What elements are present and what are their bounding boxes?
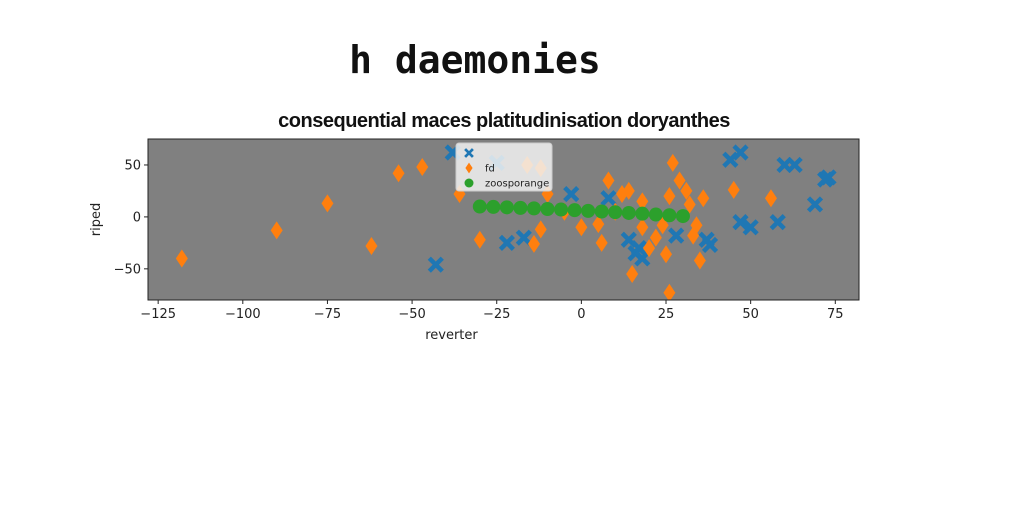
legend-label-2: zoosporange: [485, 179, 549, 190]
markers-layer: [175, 144, 837, 300]
point-series-0-12: [701, 236, 719, 254]
point-series-1-36: [727, 180, 740, 199]
point-series-1-2: [321, 194, 334, 213]
point-series-2-15: [675, 209, 690, 224]
point-series-0-19: [786, 156, 803, 174]
point-series-0-17: [769, 214, 786, 231]
point-series-2-10: [608, 205, 623, 220]
point-series-1-22: [636, 218, 649, 237]
point-series-2-6: [554, 202, 569, 217]
point-series-1-5: [416, 158, 429, 177]
point-series-1-30: [680, 181, 693, 200]
point-series-1-19: [622, 181, 635, 200]
point-series-2-9: [594, 204, 609, 219]
x-tick-label-5: 0: [577, 307, 585, 322]
point-series-2-1: [486, 199, 501, 214]
legend-marker-1: [465, 162, 473, 174]
point-series-0-4: [563, 185, 580, 203]
point-series-1-20: [595, 233, 608, 252]
point-series-2-8: [581, 203, 596, 218]
point-series-2-5: [540, 202, 555, 217]
point-series-1-33: [690, 216, 703, 235]
point-series-1-34: [693, 251, 706, 270]
x-tick-label-0: −125: [140, 307, 176, 322]
point-series-1-26: [660, 245, 673, 264]
legend-marker-0: [464, 148, 474, 158]
point-series-1-1: [270, 221, 283, 240]
point-series-0-2: [498, 234, 515, 251]
y-axis-label: riped: [89, 203, 104, 236]
point-series-2-14: [662, 208, 677, 223]
point-series-1-31: [683, 195, 696, 214]
x-tick-label-1: −100: [225, 307, 261, 322]
point-series-1-39: [636, 192, 649, 211]
point-series-0-10: [668, 227, 685, 244]
point-series-0-16: [742, 219, 759, 236]
point-series-2-11: [621, 205, 636, 220]
point-series-1-28: [666, 153, 679, 172]
point-series-1-11: [534, 220, 547, 239]
point-series-0-3: [515, 229, 532, 246]
point-series-1-21: [626, 265, 639, 284]
point-series-2-13: [648, 207, 663, 222]
x-tick-label-3: −50: [398, 307, 425, 322]
plot-frame: [147, 138, 860, 301]
point-series-1-3: [365, 236, 378, 255]
legend-label-1: fd: [485, 164, 495, 175]
point-series-1-27: [663, 187, 676, 206]
point-series-1-38: [663, 283, 676, 300]
point-series-1-15: [592, 215, 605, 234]
point-series-0-5: [600, 190, 617, 207]
x-tick-label-2: −75: [314, 307, 341, 322]
point-series-0-8: [630, 239, 648, 257]
point-series-0-15: [732, 214, 749, 231]
x-tick-label-8: 75: [827, 307, 844, 322]
point-series-1-0: [175, 249, 188, 268]
x-tick-label-4: −25: [483, 307, 510, 322]
point-series-2-7: [567, 203, 582, 218]
chart-title: consequential maces platitudinisation do…: [278, 110, 730, 132]
point-series-2-2: [499, 200, 514, 215]
point-series-0-23: [427, 256, 444, 273]
point-series-1-4: [392, 164, 405, 183]
y-tick-label-0: −50: [114, 262, 141, 277]
point-series-0-14: [732, 144, 749, 161]
point-series-1-29: [673, 171, 686, 190]
y-tick-label-2: 50: [124, 158, 141, 173]
point-series-2-12: [635, 206, 650, 221]
point-series-1-16: [602, 171, 615, 190]
point-series-0-22: [820, 169, 837, 186]
point-series-2-0: [472, 199, 487, 214]
point-series-1-23: [643, 239, 656, 258]
legend: fd zoosporange: [455, 142, 553, 192]
point-series-1-14: [575, 218, 588, 237]
point-series-1-7: [473, 230, 486, 249]
x-axis-label: reverter: [425, 328, 478, 343]
x-tick-label-7: 50: [742, 307, 759, 322]
point-series-0-20: [806, 196, 824, 213]
figure-suptitle: h daemonies: [349, 38, 601, 82]
y-tick-label-1: 0: [133, 210, 141, 225]
point-series-1-10: [527, 234, 540, 253]
legend-box: [455, 142, 553, 192]
point-series-1-24: [649, 228, 662, 247]
point-series-0-9: [634, 250, 651, 267]
legend-marker-2: [464, 178, 474, 188]
point-series-1-37: [764, 189, 777, 208]
point-series-1-35: [697, 189, 710, 208]
point-series-2-4: [526, 201, 541, 216]
x-tick-label-6: 25: [658, 307, 675, 322]
point-series-2-3: [513, 200, 528, 215]
